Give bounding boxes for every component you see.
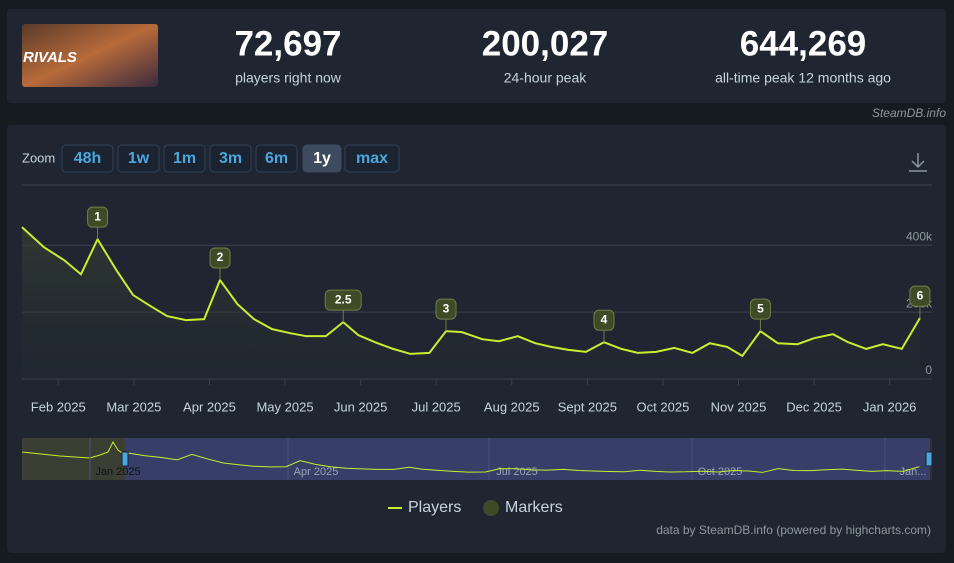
zoom-button-label[interactable]: 6m	[265, 150, 288, 167]
legend-label[interactable]: Markers	[505, 499, 563, 516]
zoom-button-label[interactable]: 3m	[219, 150, 242, 167]
marker-label[interactable]: 2.5	[335, 292, 352, 306]
zoom-button-label[interactable]: 1w	[128, 150, 150, 167]
stat-label: players right now	[235, 70, 342, 86]
marker-label[interactable]: 1	[94, 209, 101, 223]
stat-label: 24-hour peak	[504, 70, 588, 86]
series-area	[22, 227, 920, 379]
navigator-selection[interactable]	[125, 438, 930, 480]
navigator-line	[124, 452, 920, 473]
marker[interactable]	[909, 285, 931, 307]
zoom-button[interactable]	[302, 144, 342, 173]
logo-text: RIVALS	[23, 49, 77, 66]
x-tick-label: Jul 2025	[412, 399, 461, 414]
stat-label: all-time peak 12 months ago	[715, 70, 891, 86]
stat-value: 200,027	[482, 24, 609, 63]
marker[interactable]	[593, 309, 615, 331]
x-tick-label: Dec 2025	[786, 399, 842, 414]
x-tick-label: Mar 2025	[106, 399, 161, 414]
legend-swatch	[483, 500, 499, 516]
marker-label[interactable]: 6	[917, 288, 924, 302]
zoom-button[interactable]	[344, 144, 400, 173]
marker[interactable]	[324, 289, 362, 311]
x-tick-label: Apr 2025	[183, 399, 236, 414]
marker-label[interactable]: 3	[443, 301, 450, 315]
zoom-button-label[interactable]: 1y	[313, 150, 331, 167]
zoom-button[interactable]	[255, 144, 298, 173]
marker[interactable]	[749, 298, 771, 320]
navigator-history	[21, 440, 126, 459]
navigator-handle[interactable]	[925, 451, 933, 467]
series-line	[21, 226, 921, 358]
legend-label[interactable]: Players	[408, 499, 461, 516]
zoom-button-label[interactable]: 48h	[74, 150, 102, 167]
zoom-button[interactable]	[209, 144, 252, 173]
zoom-button-label[interactable]: max	[356, 150, 388, 167]
navigator-label: Jan 2025	[95, 466, 140, 478]
credit: data by SteamDB.info (powered by highcha…	[656, 523, 931, 537]
zoom-button-label[interactable]: 1m	[173, 150, 196, 167]
x-tick-label: Nov 2025	[711, 399, 767, 414]
zoom-button[interactable]	[117, 144, 160, 173]
marker-label[interactable]: 4	[601, 312, 608, 326]
x-tick-label: May 2025	[256, 399, 313, 414]
x-tick-label: Jan 2026	[863, 399, 917, 414]
navigator-label: Jul 2025	[496, 466, 538, 478]
x-tick-label: Jun 2025	[334, 399, 388, 414]
x-tick-label: Feb 2025	[31, 399, 86, 414]
download-icon[interactable]	[909, 153, 927, 172]
y-tick-label: 400k	[906, 229, 933, 243]
marker-label[interactable]: 2	[217, 250, 224, 264]
marker-label[interactable]: 5	[757, 301, 764, 315]
stat-value: 72,697	[234, 24, 341, 63]
marker[interactable]	[435, 298, 457, 320]
marker[interactable]	[209, 247, 231, 269]
navigator-unselected	[22, 438, 125, 480]
stat-value: 644,269	[740, 24, 867, 63]
x-tick-label: Oct 2025	[637, 399, 690, 414]
navigator-label: Apr 2025	[294, 466, 339, 478]
zoom-button[interactable]	[163, 144, 206, 173]
y-tick-label: 0	[925, 363, 932, 377]
x-tick-label: Aug 2025	[484, 399, 540, 414]
x-tick-label: Sept 2025	[558, 399, 617, 414]
navigator-handle[interactable]	[121, 451, 129, 467]
zoom-label: Zoom	[22, 150, 55, 165]
marker[interactable]	[87, 206, 109, 228]
navigator-label: Jan...	[900, 466, 927, 478]
stats-panel	[7, 9, 946, 103]
game-thumbnail	[22, 24, 158, 87]
source-label: SteamDB.info	[872, 106, 946, 120]
zoom-button[interactable]	[61, 144, 114, 173]
